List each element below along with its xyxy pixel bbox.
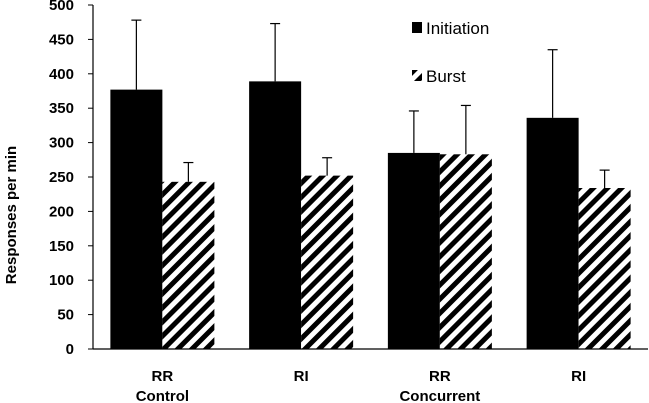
- y-tick-label-300: 300: [49, 135, 74, 152]
- bar-initiation-2: [387, 152, 440, 349]
- x-group-label-0: Control: [136, 388, 189, 403]
- x-tick-label-3: RI: [571, 368, 586, 385]
- legend-label-initiation: Initiation: [426, 19, 489, 38]
- y-tick-label-0: 0: [66, 341, 74, 358]
- y-tick-label-500: 500: [49, 0, 74, 14]
- y-axis-label: Responses per min: [3, 146, 20, 284]
- y-tick-label-400: 400: [49, 66, 74, 83]
- bar-burst-1: [301, 175, 354, 349]
- y-tick-label-100: 100: [49, 272, 74, 289]
- bar-burst-0: [162, 181, 215, 349]
- x-tick-label-2: RR: [429, 368, 451, 385]
- bars-layer: [110, 81, 631, 350]
- x-group-label-2: Concurrent: [399, 388, 480, 403]
- error-bars-layer: [131, 19, 610, 189]
- bar-burst-2: [439, 154, 492, 349]
- y-tick-label-200: 200: [49, 203, 74, 220]
- y-tick-label-150: 150: [49, 238, 74, 255]
- legend-label-burst: Burst: [426, 67, 466, 86]
- bar-burst-3: [578, 188, 631, 349]
- y-tick-label-250: 250: [49, 169, 74, 186]
- y-tick-label-50: 50: [57, 307, 74, 324]
- bar-initiation-0: [110, 89, 163, 350]
- x-tick-label-1: RI: [294, 368, 309, 385]
- legend: Initiation Burst: [412, 19, 489, 86]
- x-tick-label-0: RR: [152, 368, 174, 385]
- legend-swatch-burst: [412, 70, 422, 81]
- legend-swatch-initiation: [412, 22, 422, 33]
- x-labels-layer: RR Control RI RR Concurrent RI: [136, 368, 586, 403]
- y-tick-label-450: 450: [49, 31, 74, 48]
- y-tick-label-350: 350: [49, 100, 74, 117]
- y-ticks-layer: 0 50 100 150 200 250 300 350 400 450 500: [49, 0, 93, 358]
- bar-initiation-1: [249, 81, 302, 350]
- bar-initiation-3: [526, 117, 579, 349]
